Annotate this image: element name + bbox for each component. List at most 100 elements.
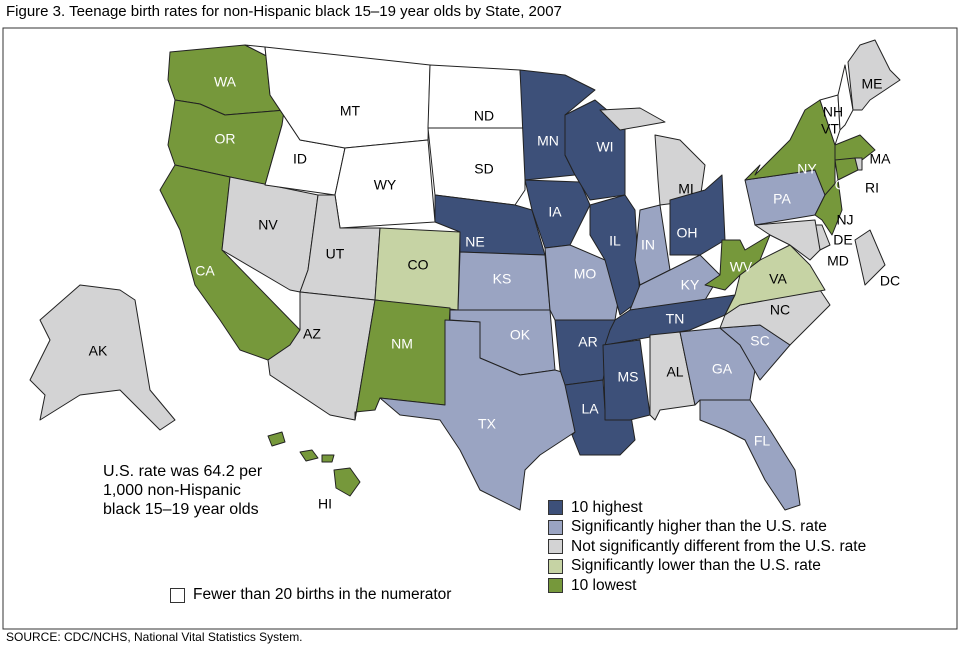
state-label-ND: ND [474,108,494,124]
state-label-KS: KS [493,271,512,287]
state-label-OK: OK [510,327,531,343]
state-MS [602,339,651,421]
state-SD [427,127,526,206]
legend-item-few: Fewer than 20 births in the numerator [170,586,451,604]
swatch [548,519,563,535]
state-NH [837,64,854,131]
legend: 10 highest Significantly higher than the… [548,498,866,596]
legend-item-highest: 10 highest [548,498,866,518]
state-HI [267,431,286,447]
state-label-CA: CA [195,263,215,279]
state-label-NV: NV [258,217,278,233]
us-rate-note: U.S. rate was 64.2 per 1,000 non-Hispani… [103,462,303,519]
state-label-MD: MD [827,253,849,269]
state-MI [599,107,666,131]
legend-item-lowest: 10 lowest [548,576,866,596]
state-label-ME: ME [862,76,883,92]
state-label-OH: OH [677,225,698,241]
state-DC [854,229,886,286]
state-label-WA: WA [214,74,237,90]
state-label-MS: MS [618,369,639,385]
state-label-NJ: NJ [836,212,853,228]
state-label-VT: VT [821,121,839,137]
state-label-CT: CT [835,177,854,193]
note-line: U.S. rate was 64.2 per [103,463,263,480]
legend-label: Not significantly different from the U.S… [571,537,867,555]
state-TX [379,319,576,511]
state-label-GA: GA [712,361,733,377]
state-label-UT: UT [326,246,345,262]
state-label-HI: HI [318,496,332,512]
state-label-TN: TN [666,311,685,327]
state-label-NM: NM [391,336,413,352]
swatch [548,500,563,516]
swatch [548,539,563,555]
state-FL [699,399,801,511]
state-HI [321,454,335,463]
legend-label: 10 lowest [571,576,637,594]
state-VA [724,244,826,316]
state-label-NY: NY [797,161,817,177]
state-label-IL: IL [609,233,621,249]
state-ME [847,39,901,111]
state-label-ID: ID [293,151,307,167]
swatch [548,578,563,594]
legend-label: Fewer than 20 births in the numerator [193,586,452,603]
state-RI [854,157,863,171]
state-label-MT: MT [340,103,361,119]
legend-item-higher: Significantly higher than the U.S. rate [548,518,866,538]
state-MI [654,134,706,206]
state-label-DC: DC [880,273,900,289]
state-label-IN: IN [641,237,655,253]
state-MA [834,134,876,161]
note-line: 1,000 non-Hispanic [103,482,241,499]
state-label-MO: MO [574,266,597,282]
swatch [170,587,185,603]
state-label-NE: NE [465,234,484,250]
state-label-VA: VA [769,271,787,287]
state-label-PA: PA [773,191,791,207]
state-label-AR: AR [578,334,597,350]
state-label-WY: WY [374,177,397,193]
legend-label: Significantly lower than the U.S. rate [571,557,821,575]
state-WI [564,99,626,201]
state-label-AL: AL [666,364,683,380]
state-label-KY: KY [681,277,700,293]
state-label-RI: RI [865,180,879,196]
map-frame [2,27,958,630]
state-HI [299,449,319,462]
state-label-TX: TX [478,416,497,432]
swatch [548,558,563,574]
state-label-NC: NC [770,302,790,318]
state-label-MI: MI [678,181,694,197]
state-label-AZ: AZ [303,326,321,342]
state-WY [334,139,436,229]
note-line: black 15–19 year olds [103,501,259,518]
legend-label: 10 highest [571,498,643,516]
state-label-OR: OR [215,131,236,147]
state-MD [754,219,821,261]
state-WV [704,234,771,291]
state-label-CO: CO [408,257,429,273]
state-label-NH: NH [823,104,843,120]
source-note: SOURCE: CDC/NCHS, National Vital Statist… [6,630,303,644]
state-IL [589,194,641,316]
state-label-IA: IA [548,204,562,220]
state-label-MN: MN [537,133,559,149]
state-label-LA: LA [581,401,599,417]
legend-label: Significantly higher than the U.S. rate [571,518,827,536]
state-label-SD: SD [474,161,493,177]
legend-item-notsig: Not significantly different from the U.S… [548,537,866,557]
state-label-DE: DE [833,232,852,248]
state-label-WI: WI [596,139,613,155]
figure-title: Figure 3. Teenage birth rates for non-Hi… [6,3,562,20]
state-label-SC: SC [750,333,769,349]
state-label-FL: FL [754,433,771,449]
state-label-MA: MA [870,151,892,167]
state-label-AK: AK [89,343,108,359]
state-HI [333,467,361,497]
state-label-WV: WV [730,259,753,275]
state-AK [29,284,176,431]
